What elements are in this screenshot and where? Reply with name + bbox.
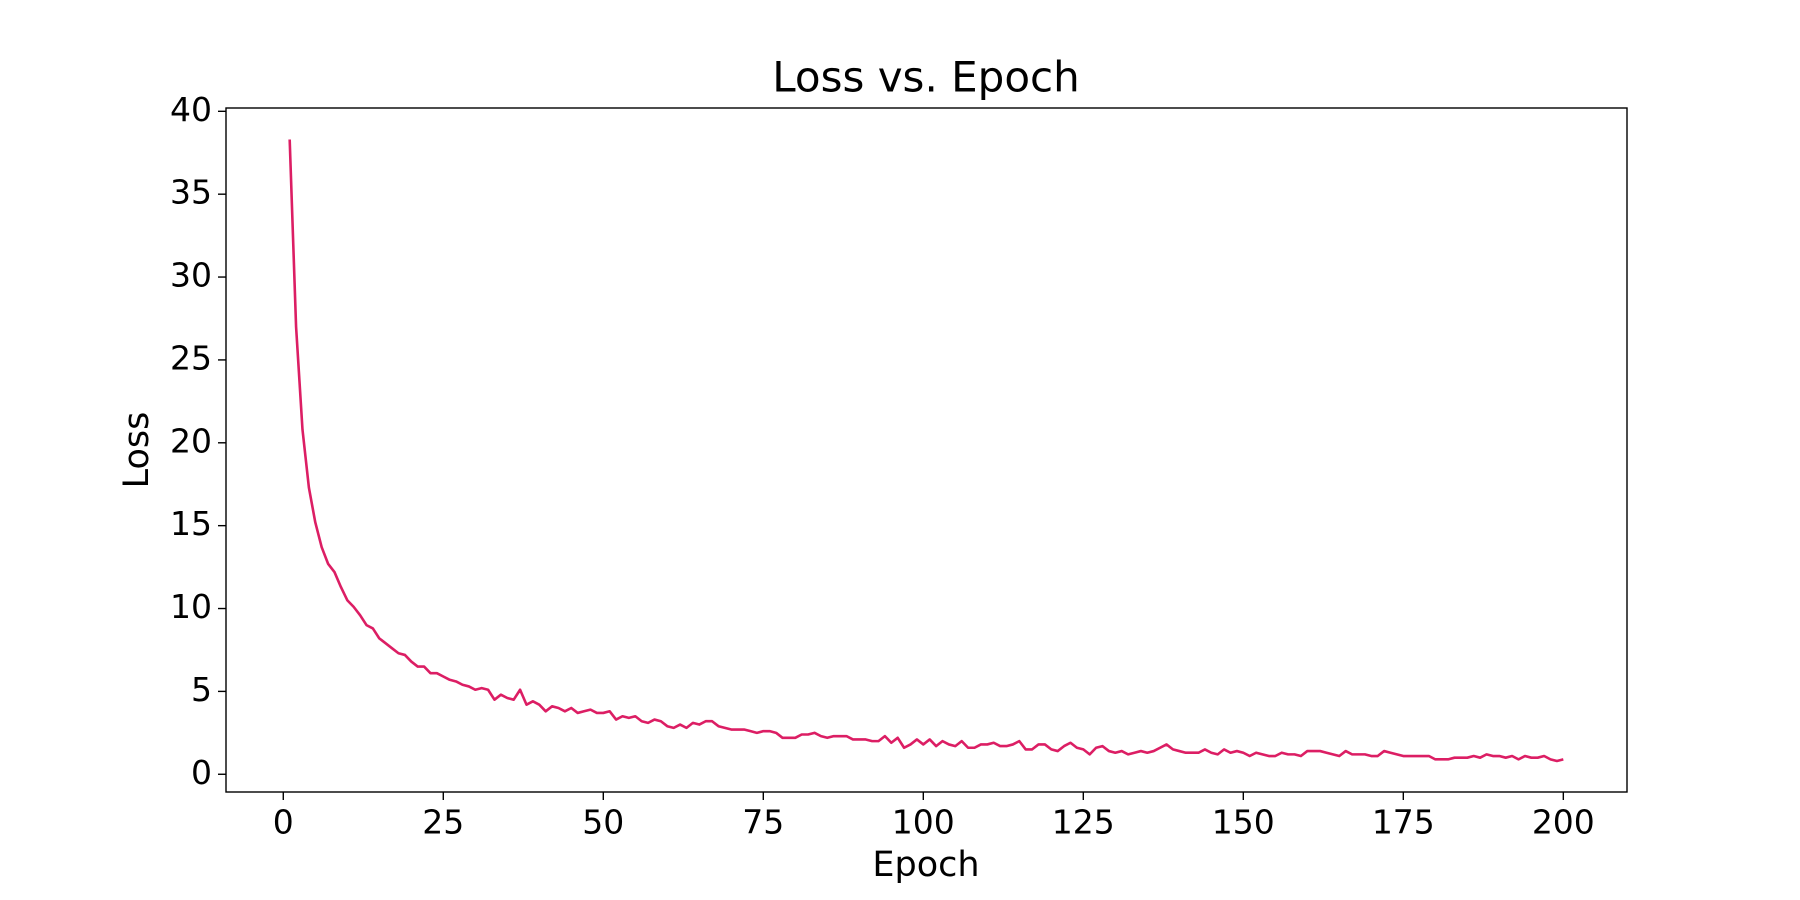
chart-title: Loss vs. Epoch	[772, 53, 1080, 102]
x-tick-label: 75	[742, 803, 784, 842]
y-tick-label: 15	[170, 504, 212, 543]
x-tick-label: 175	[1372, 803, 1435, 842]
y-tick-label: 5	[191, 670, 212, 709]
y-tick-label: 20	[170, 421, 212, 460]
y-tick-label: 35	[170, 173, 212, 212]
x-tick-label: 25	[422, 803, 464, 842]
plot-frame	[225, 107, 1628, 793]
x-tick-label: 100	[892, 803, 955, 842]
x-tick-label: 50	[582, 803, 624, 842]
y-tick-label: 0	[191, 753, 212, 792]
y-tick-label: 40	[170, 90, 212, 129]
x-axis-label: Epoch	[872, 845, 979, 885]
y-tick-label: 10	[170, 587, 212, 626]
y-axis-label: Loss	[117, 412, 157, 489]
x-tick-label: 0	[273, 803, 294, 842]
data-line	[288, 139, 1564, 763]
x-tick-label: 125	[1052, 803, 1115, 842]
x-tick-label: 150	[1212, 803, 1275, 842]
x-tick-label: 200	[1532, 803, 1595, 842]
y-tick-label: 25	[170, 338, 212, 377]
y-tick-label: 30	[170, 256, 212, 295]
